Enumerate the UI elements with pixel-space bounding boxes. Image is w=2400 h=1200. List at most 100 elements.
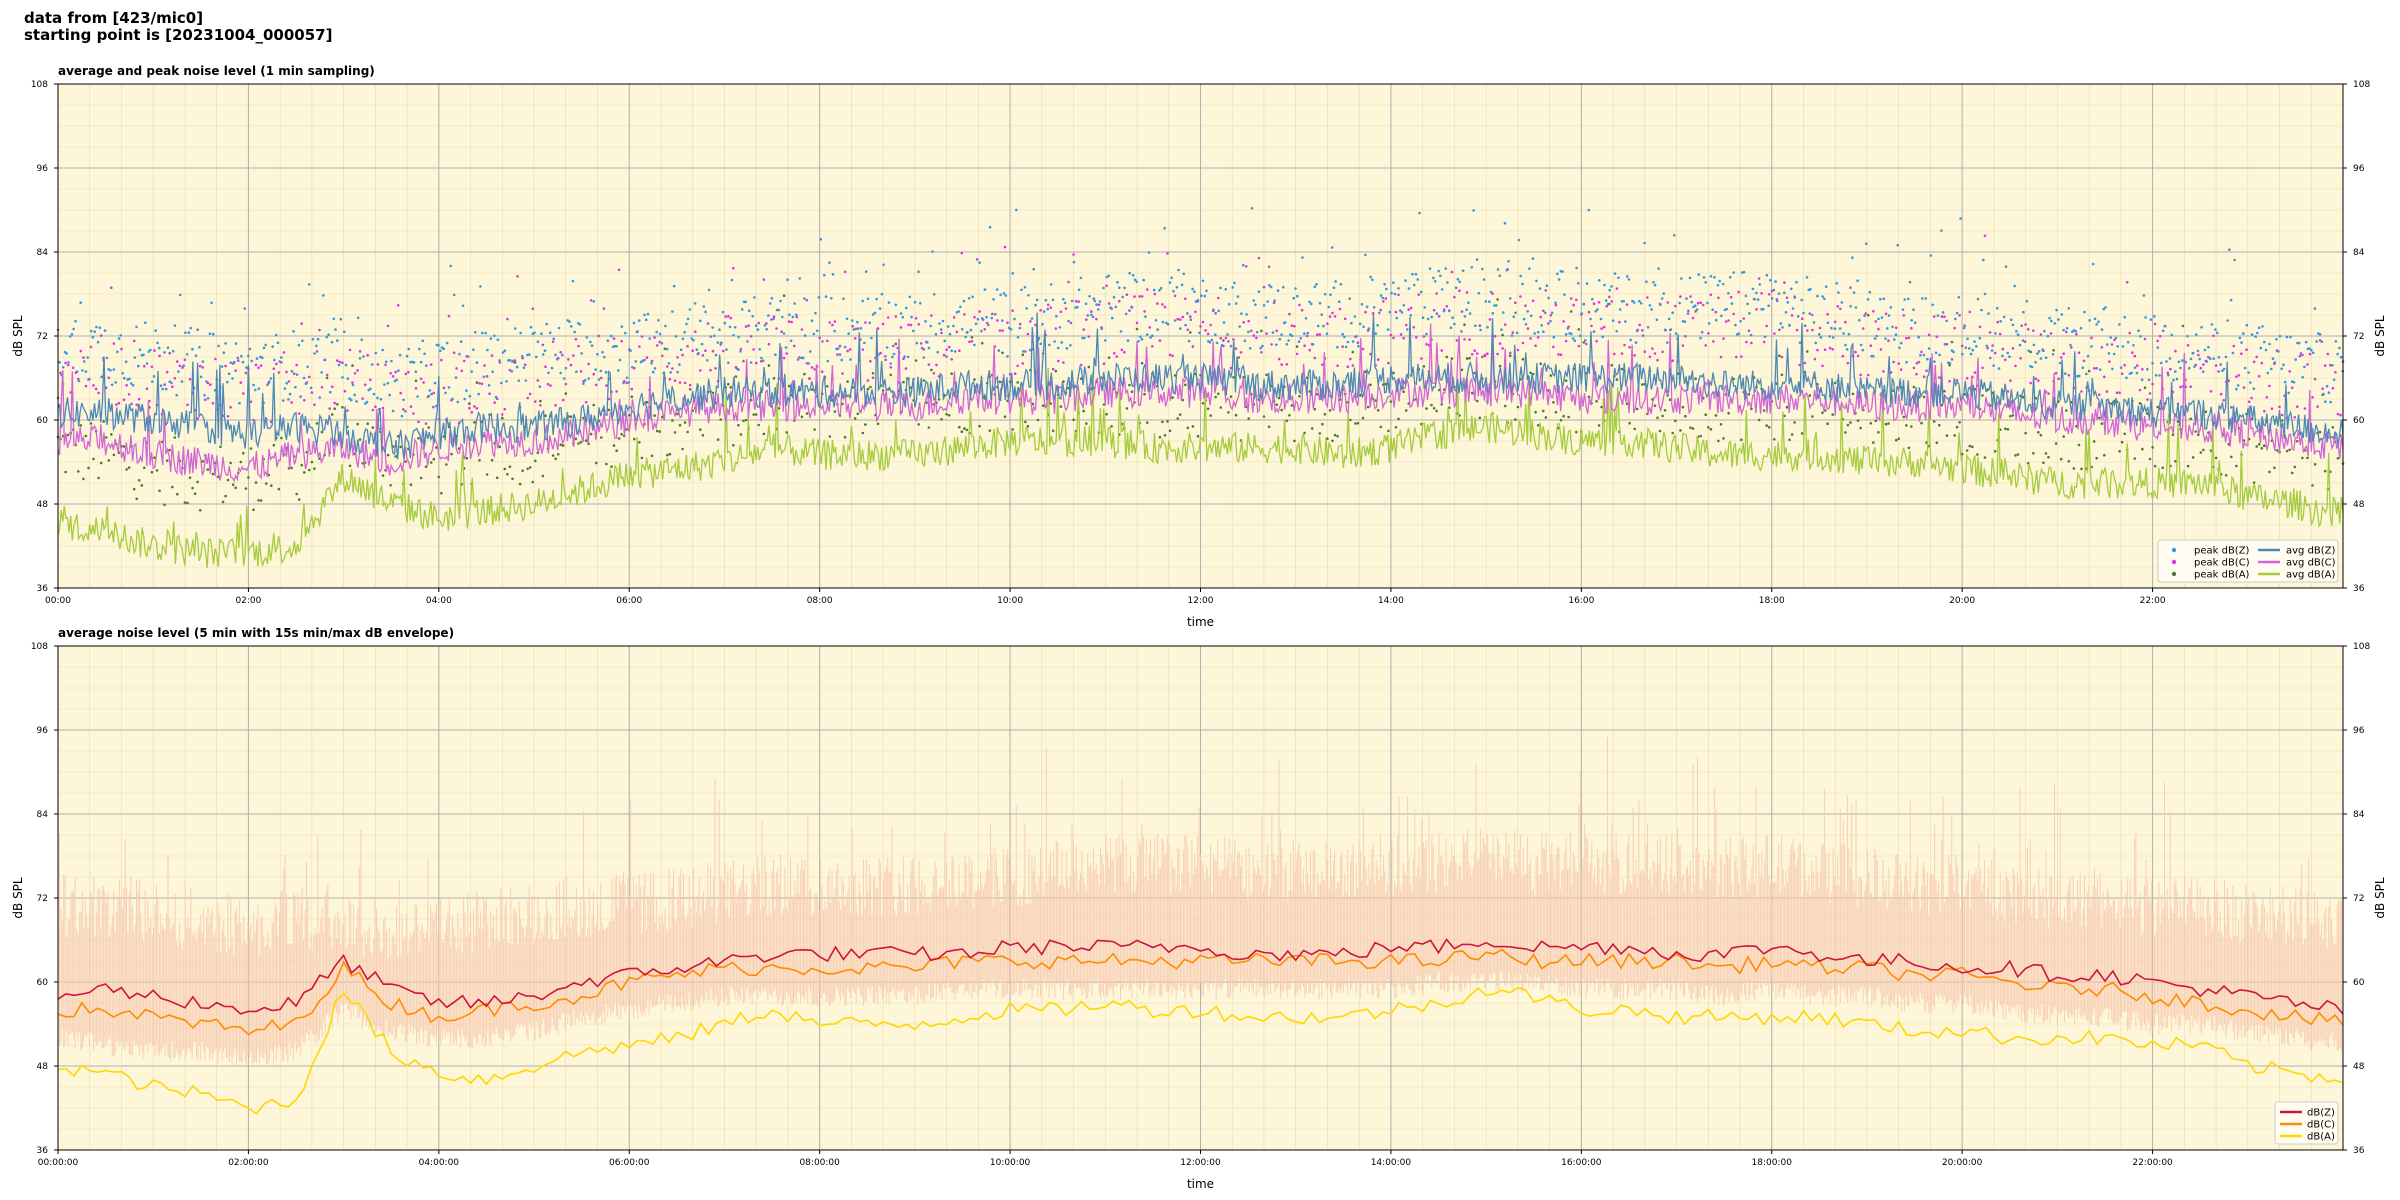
peak-point bbox=[2039, 333, 2043, 336]
peak-point bbox=[418, 347, 421, 351]
peak-point bbox=[1482, 278, 1486, 281]
peak-point bbox=[2054, 371, 2058, 375]
peak-point bbox=[1905, 360, 1908, 364]
peak-point bbox=[1851, 256, 1854, 260]
peak-point bbox=[1704, 281, 1707, 284]
peak-point bbox=[2077, 351, 2081, 355]
peak-point bbox=[1591, 297, 1594, 301]
peak-point bbox=[1788, 323, 1791, 327]
peak-point bbox=[89, 345, 93, 349]
peak-point bbox=[1419, 290, 1423, 294]
peak-point bbox=[1950, 358, 1954, 361]
peak-point bbox=[1602, 325, 1606, 329]
peak-point bbox=[1341, 332, 1344, 336]
peak-point bbox=[1397, 417, 1400, 421]
peak-point bbox=[255, 357, 259, 360]
peak-point bbox=[389, 372, 392, 375]
peak-point bbox=[644, 318, 648, 322]
legend-box bbox=[2157, 539, 2339, 583]
peak-point bbox=[1912, 385, 1916, 389]
peak-point bbox=[2243, 366, 2247, 370]
peak-point bbox=[1334, 280, 1337, 283]
peak-point bbox=[1168, 353, 1172, 357]
legend-label: avg dB(A) bbox=[2286, 570, 2336, 581]
peak-point bbox=[1585, 282, 1589, 285]
peak-point bbox=[400, 414, 404, 418]
peak-point bbox=[1300, 308, 1304, 312]
peak-point bbox=[969, 328, 973, 332]
peak-point bbox=[2193, 365, 2196, 368]
peak-point bbox=[1999, 319, 2002, 323]
peak-point bbox=[1692, 305, 1695, 309]
peak-point bbox=[1529, 371, 1532, 375]
peak-point bbox=[1321, 422, 1324, 426]
peak-point bbox=[2146, 398, 2149, 401]
peak-point bbox=[603, 355, 606, 359]
peak-point bbox=[1013, 317, 1016, 321]
peak-point bbox=[1737, 290, 1740, 294]
peak-point bbox=[2053, 322, 2057, 325]
peak-point bbox=[1725, 307, 1728, 311]
peak-point bbox=[1641, 383, 1644, 386]
peak-point bbox=[734, 375, 738, 378]
peak-point bbox=[2293, 416, 2297, 419]
peak-point bbox=[1648, 355, 1652, 359]
peak-point bbox=[1985, 344, 1989, 348]
peak-point bbox=[784, 346, 788, 349]
peak-point bbox=[950, 372, 953, 376]
peak-point bbox=[1955, 311, 1959, 315]
peak-point bbox=[1477, 292, 1481, 295]
y-tick-label: 60 bbox=[37, 978, 49, 988]
peak-point bbox=[439, 349, 442, 353]
peak-point bbox=[1308, 348, 1311, 352]
peak-point bbox=[932, 293, 936, 296]
peak-point bbox=[2273, 361, 2277, 364]
peak-point bbox=[1145, 288, 1149, 291]
peak-point bbox=[1689, 426, 1692, 430]
peak-point bbox=[744, 300, 747, 304]
peak-point bbox=[1998, 332, 2002, 336]
peak-point bbox=[2277, 350, 2280, 353]
peak-point bbox=[1887, 422, 1890, 425]
peak-point bbox=[1238, 325, 1241, 328]
peak-point bbox=[1869, 422, 1873, 425]
peak-point bbox=[1458, 280, 1461, 284]
peak-point bbox=[960, 251, 964, 255]
peak-point bbox=[1384, 297, 1388, 300]
peak-point bbox=[2191, 352, 2194, 355]
peak-point bbox=[506, 317, 509, 321]
peak-point bbox=[2156, 405, 2159, 409]
peak-point bbox=[1422, 365, 1426, 368]
peak-point bbox=[555, 358, 559, 361]
peak-point bbox=[788, 313, 791, 317]
peak-point bbox=[1866, 313, 1870, 317]
peak-point bbox=[577, 344, 580, 348]
peak-point bbox=[2016, 453, 2020, 456]
peak-point bbox=[290, 401, 293, 404]
peak-point bbox=[854, 327, 857, 331]
peak-point bbox=[1656, 416, 1659, 420]
peak-point bbox=[1910, 425, 1913, 428]
peak-point bbox=[1800, 298, 1803, 302]
peak-point bbox=[89, 422, 93, 425]
peak-point bbox=[1663, 409, 1667, 412]
peak-point bbox=[236, 356, 240, 360]
peak-point bbox=[727, 315, 730, 318]
peak-point bbox=[329, 390, 332, 394]
peak-point bbox=[950, 349, 953, 353]
peak-point bbox=[102, 420, 105, 423]
peak-point bbox=[1105, 412, 1108, 416]
peak-point bbox=[1707, 332, 1710, 335]
peak-point bbox=[1212, 308, 1215, 312]
peak-point bbox=[128, 377, 131, 381]
peak-point bbox=[459, 340, 463, 344]
peak-point bbox=[1386, 328, 1390, 331]
peak-point bbox=[571, 279, 575, 283]
peak-point bbox=[1255, 336, 1258, 340]
peak-point bbox=[2263, 409, 2266, 413]
peak-point bbox=[125, 384, 128, 387]
peak-point bbox=[1144, 315, 1147, 319]
x-tick-label: 00:00:00 bbox=[38, 1158, 79, 1168]
peak-point bbox=[740, 308, 744, 311]
peak-point bbox=[64, 470, 67, 474]
